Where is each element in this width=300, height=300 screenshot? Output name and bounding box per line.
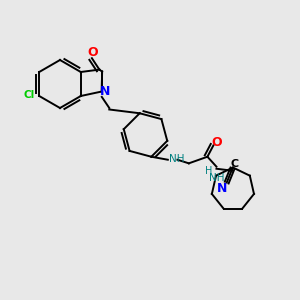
Text: H: H [205,166,213,176]
Text: N: N [100,85,111,98]
Text: C: C [230,159,238,169]
Text: Cl: Cl [23,89,35,100]
Text: NH: NH [169,154,185,164]
Text: N: N [217,182,228,195]
Text: NH: NH [209,172,224,183]
Text: O: O [211,136,222,149]
Text: O: O [87,46,98,59]
